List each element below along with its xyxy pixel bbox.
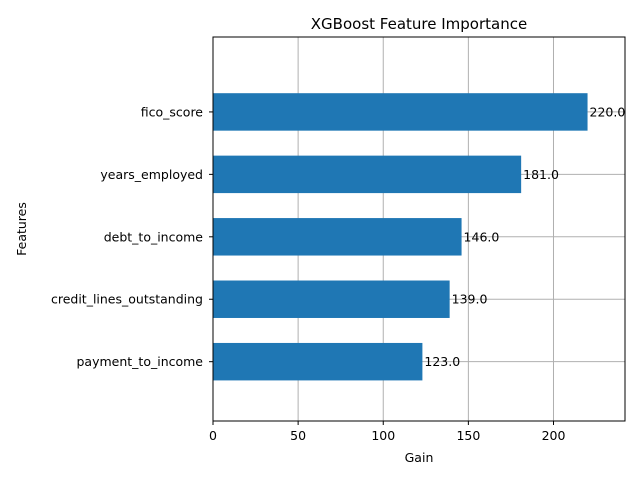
y-axis-title: Features bbox=[14, 202, 29, 256]
data-label: 220.0 bbox=[590, 104, 626, 119]
chart-title: XGBoost Feature Importance bbox=[311, 15, 527, 33]
data-label: 146.0 bbox=[464, 229, 500, 244]
x-tick-label: 200 bbox=[542, 428, 566, 443]
x-axis-title: Gain bbox=[405, 450, 434, 465]
x-tick-label: 50 bbox=[290, 428, 306, 443]
y-tick-label: years_employed bbox=[100, 167, 203, 182]
bar-credit-lines-outstanding bbox=[213, 280, 450, 318]
y-axis-ticks: payment_to_income credit_lines_outstandin… bbox=[51, 104, 213, 369]
plot-frame bbox=[212, 36, 626, 422]
bar-fico-score bbox=[213, 93, 588, 131]
bar-years-employed bbox=[213, 155, 522, 194]
x-tick-label: 0 bbox=[209, 428, 217, 443]
bar-payment-to-income bbox=[213, 342, 423, 381]
data-labels: 123.0 139.0 146.0 181.0 220.0 bbox=[424, 104, 625, 369]
bar-debt-to-income bbox=[213, 218, 462, 256]
y-tick-label: payment_to_income bbox=[76, 354, 203, 369]
y-tick-label: fico_score bbox=[141, 104, 204, 119]
y-tick-label: credit_lines_outstanding bbox=[51, 292, 203, 307]
x-tick-label: 150 bbox=[456, 428, 480, 443]
x-axis-ticks: 0 50 100 150 200 bbox=[209, 421, 565, 443]
data-label: 123.0 bbox=[424, 354, 460, 369]
bars bbox=[213, 93, 588, 381]
x-tick-label: 100 bbox=[371, 428, 395, 443]
y-tick-label: debt_to_income bbox=[104, 229, 204, 244]
data-label: 181.0 bbox=[523, 167, 559, 182]
data-label: 139.0 bbox=[452, 292, 488, 307]
